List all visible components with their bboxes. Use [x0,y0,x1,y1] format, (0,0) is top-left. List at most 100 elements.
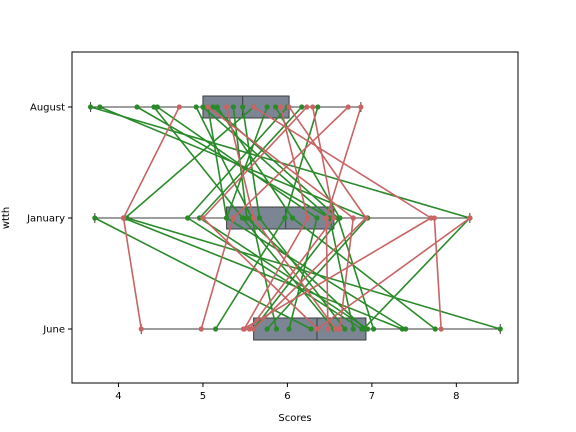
connector-line-1-19 [243,217,432,330]
data-point-start-1-6 [304,104,310,110]
data-point-start-1-16 [331,215,337,221]
data-point-end-0-31 [350,326,356,332]
connector-line-0-5 [195,106,253,219]
data-point-end-1-18 [251,326,257,332]
axes-layer: 4 5 6 7 8 August January June [26,103,459,403]
data-point-end-0-35 [360,326,367,332]
connector-line-0-21 [187,217,363,330]
connector-line-1-14 [243,217,309,330]
y-tick-label-january: January [26,214,65,225]
data-point-start-0-4 [154,104,160,110]
connector-line-0-13 [225,106,268,219]
connector-line-0-7 [207,106,228,219]
data-point-start-0-17 [315,104,321,110]
data-point-end-0-32 [370,326,377,332]
data-point-start-0-24 [240,215,246,221]
data-point-end-0-34 [264,326,270,332]
data-point-end-0-28 [212,326,219,332]
data-point-end-0-26 [273,326,280,332]
data-point-start-1-14 [305,215,311,221]
data-point-start-0-8 [210,104,216,110]
connector-line-1-11 [202,217,319,330]
data-point-start-1-3 [251,104,257,110]
connector-line-1-20 [433,217,442,330]
connector-line-0-35 [362,217,471,330]
connector-line-1-4 [279,106,309,219]
connector-line-0-31 [328,217,355,330]
data-point-end-1-10 [138,326,144,332]
connector-line-1-3 [253,106,432,219]
connector-line-1-2 [225,106,255,219]
connector-line-1-7 [311,106,335,219]
data-point-end-1-12 [198,326,204,332]
x-tick-label-7: 7 [369,391,375,402]
data-point-start-1-5 [286,104,292,110]
data-point-start-0-11 [240,104,246,110]
x-tick-label-4: 4 [115,391,121,402]
data-point-start-1-2 [223,104,230,110]
data-point-start-0-29 [289,215,296,221]
data-point-start-0-28 [282,215,288,221]
x-tick-label-6: 6 [284,391,290,402]
connector-line-0-3 [153,106,244,219]
connector-line-0-32 [337,217,375,330]
data-point-end-1-15 [325,326,331,332]
series-1 [120,104,473,332]
data-point-start-1-10 [120,215,127,221]
connector-line-1-5 [288,106,367,219]
data-point-start-1-4 [278,104,284,110]
y-tick-label-august: August [30,103,65,114]
data-point-end-1-13 [332,326,339,332]
data-point-start-1-21 [467,215,473,221]
data-point-start-0-21 [185,215,191,221]
data-point-start-0-0 [87,104,94,110]
connector-line-0-8 [212,106,339,219]
data-point-start-1-9 [358,104,364,110]
data-point-end-1-17 [337,326,343,332]
data-point-end-1-16 [246,326,252,332]
data-point-start-0-27 [256,215,263,221]
data-point-end-1-21 [314,326,320,332]
data-point-end-1-20 [438,326,444,332]
connector-line-1-10 [122,217,143,330]
x-tick-label-8: 8 [453,391,459,402]
data-point-start-1-20 [431,215,437,221]
data-point-start-1-15 [323,215,329,221]
data-point-start-0-5 [193,104,199,110]
connector-line-1-13 [252,217,337,330]
data-point-start-0-10 [230,104,236,110]
connector-line-0-33 [252,217,341,330]
data-point-end-0-30 [286,326,292,332]
data-point-start-0-23 [223,215,230,221]
data-point-start-1-1 [205,104,211,110]
connector-line-0-6 [202,106,331,219]
data-point-start-0-6 [200,104,206,110]
data-point-end-0-20 [497,326,503,332]
data-point-start-0-1 [97,104,103,110]
data-point-start-0-13 [264,104,270,110]
data-point-start-1-13 [251,215,257,221]
connector-line-0-30 [288,217,318,330]
data-point-start-1-0 [176,104,182,110]
connector-line-0-20 [126,217,501,330]
y-axis-title: wtth [1,207,12,229]
data-point-start-1-12 [230,215,236,221]
data-point-start-0-2 [134,104,140,110]
box-august [90,95,362,119]
connector-line-1-6 [202,106,308,219]
y-tick-label-june: June [42,325,65,336]
connector-line-0-17 [284,106,319,219]
data-point-start-0-16 [299,104,305,110]
data-point-end-0-29 [432,326,438,332]
connector-line-1-8 [232,106,349,219]
connector-line-0-19 [123,217,403,330]
data-point-start-0-25 [244,215,250,221]
connector-line-1-0 [122,106,180,219]
x-axis-title: Scores [278,413,311,424]
connector-line-0-28 [214,217,286,330]
marks-layer [87,95,503,341]
data-point-start-1-11 [200,215,206,221]
data-point-start-0-14 [272,104,279,110]
connector-line-0-24 [242,217,335,330]
